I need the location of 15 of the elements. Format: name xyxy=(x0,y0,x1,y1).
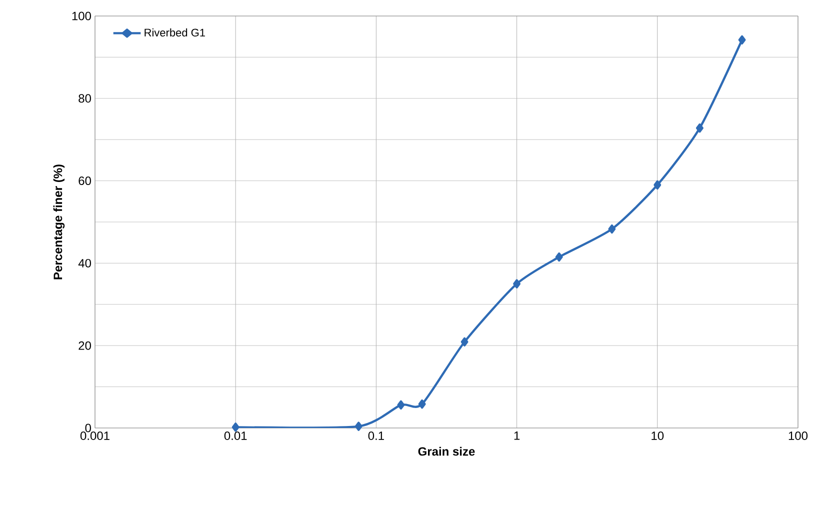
x-tick-label: 1 xyxy=(514,432,520,440)
x-tick-label: 0.001 xyxy=(80,432,110,440)
y-tick-label: 60 xyxy=(78,176,92,186)
legend-label: Riverbed G1 xyxy=(144,28,205,37)
y-tick-label: 100 xyxy=(72,12,91,20)
x-tick-label: 100 xyxy=(788,432,808,440)
x-axis-title: Grain size xyxy=(418,446,475,456)
x-tick-label: 0.01 xyxy=(224,432,247,440)
y-tick-label: 0 xyxy=(85,424,92,432)
x-tick-label: 0.1 xyxy=(368,432,384,440)
y-axis-title: Percentage finer (%) xyxy=(53,164,65,280)
x-tick-label: 10 xyxy=(652,432,664,440)
y-tick-label: 80 xyxy=(78,94,92,103)
y-tick-label: 40 xyxy=(78,258,92,268)
y-tick-label: 20 xyxy=(78,341,92,350)
